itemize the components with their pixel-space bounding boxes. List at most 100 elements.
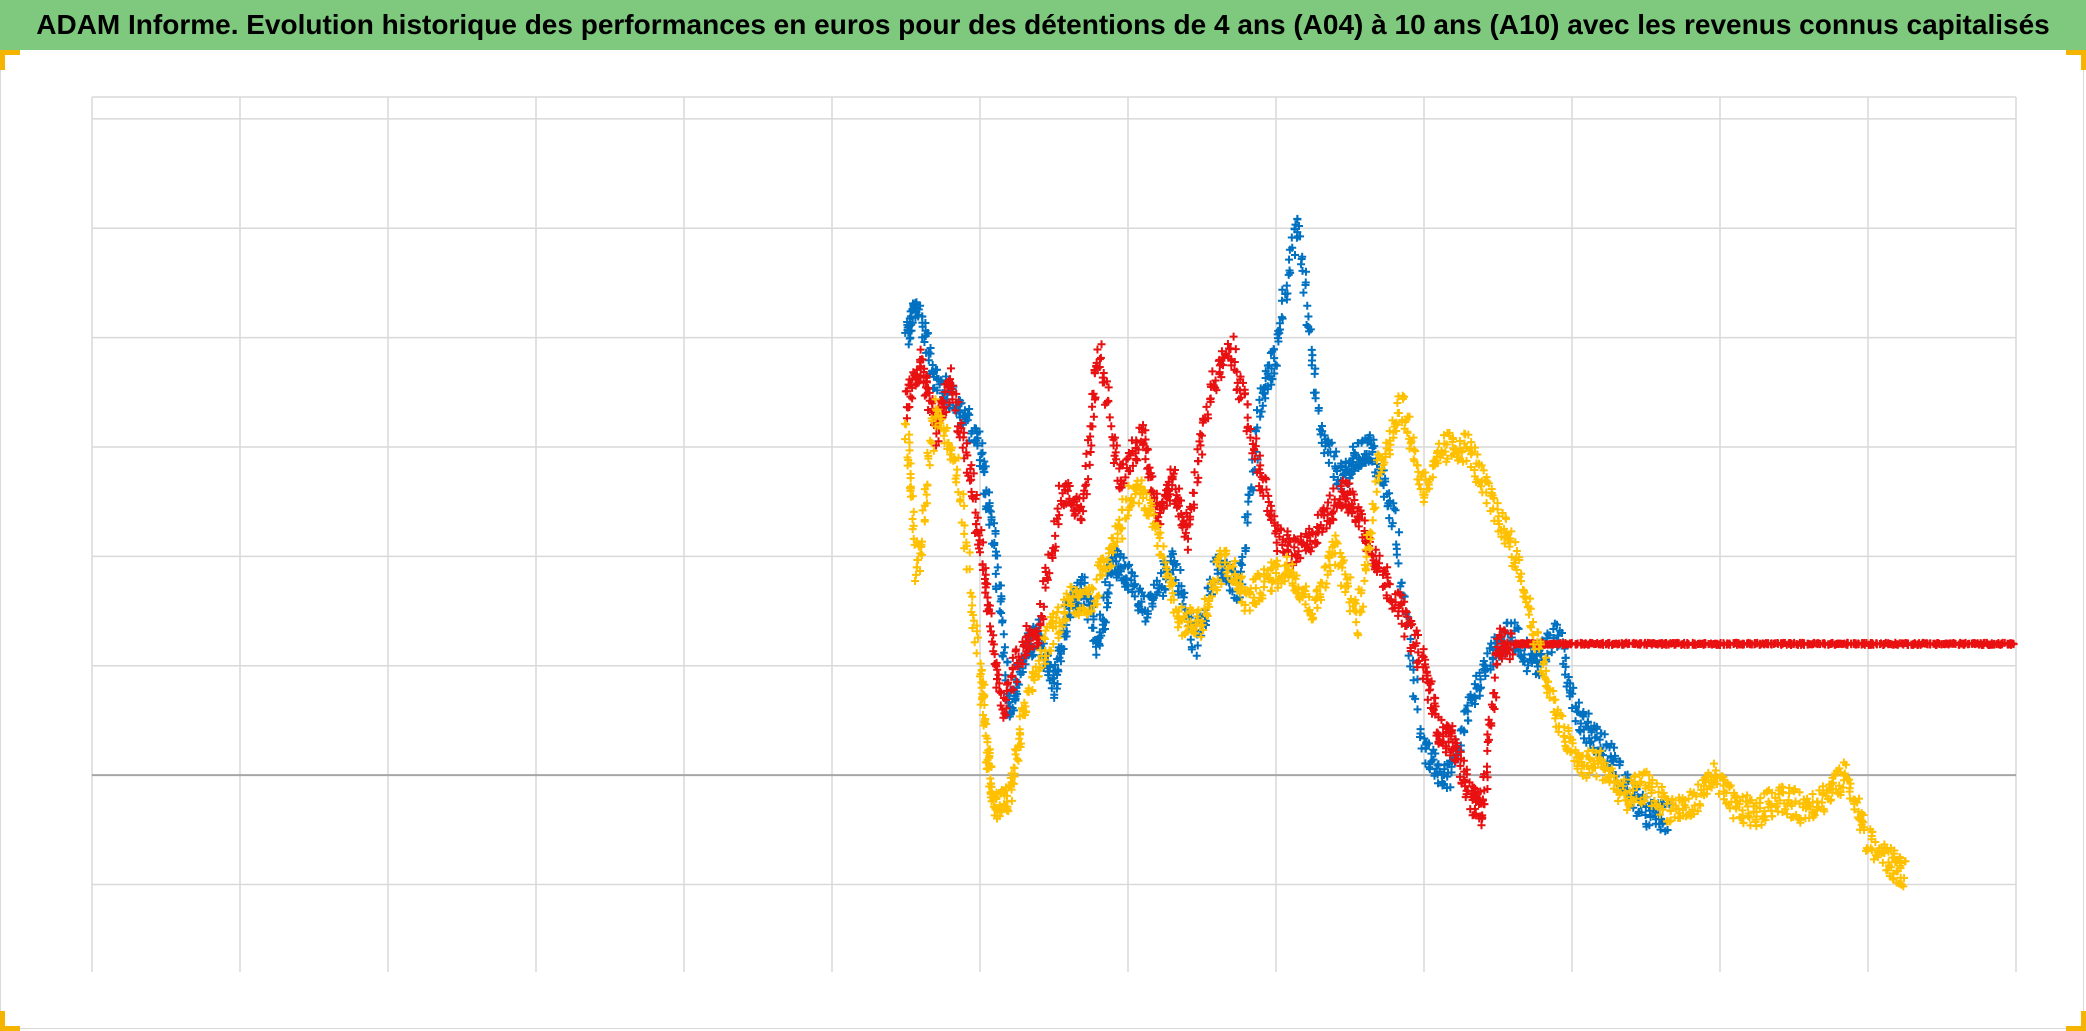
data-point <box>1095 641 1104 650</box>
data-point <box>1273 546 1282 555</box>
data-point <box>1587 737 1596 746</box>
data-point <box>1255 451 1264 460</box>
data-point <box>1556 710 1565 719</box>
data-point <box>1292 571 1301 580</box>
data-point <box>1880 840 1889 849</box>
data-point <box>1393 399 1402 408</box>
data-point <box>1231 345 1240 354</box>
data-point <box>1009 779 1018 788</box>
data-point <box>1458 446 1467 455</box>
data-point <box>1371 503 1380 512</box>
data-point <box>929 446 938 455</box>
data-point <box>1441 748 1450 757</box>
data-point <box>1282 552 1291 561</box>
data-point <box>1278 314 1287 323</box>
data-point <box>1256 468 1265 477</box>
data-point <box>1305 327 1314 336</box>
data-point <box>1900 874 1909 883</box>
data-point <box>1313 603 1322 612</box>
data-point <box>1008 663 1017 672</box>
data-point <box>1169 469 1178 478</box>
data-point <box>1666 816 1675 825</box>
data-point <box>1089 612 1098 621</box>
data-point <box>1225 344 1234 353</box>
data-point <box>1514 624 1523 633</box>
data-point <box>956 495 965 504</box>
data-point <box>1408 620 1417 629</box>
data-point <box>1208 592 1217 601</box>
data-point <box>1092 650 1101 659</box>
data-point <box>983 593 992 602</box>
data-point <box>1239 378 1248 387</box>
data-point <box>1535 644 1544 653</box>
data-point <box>1008 671 1017 680</box>
data-point <box>985 745 994 754</box>
data-point <box>1386 595 1395 604</box>
data-point <box>1296 232 1305 241</box>
data-point <box>1493 643 1502 652</box>
data-point <box>1430 699 1439 708</box>
data-point <box>1611 751 1620 760</box>
data-point <box>1111 448 1120 457</box>
data-point <box>1478 813 1487 822</box>
data-point <box>1229 332 1238 341</box>
data-point <box>952 478 961 487</box>
data-point <box>1632 782 1641 791</box>
data-point <box>931 395 940 404</box>
data-point <box>965 410 974 419</box>
data-point <box>1093 345 1102 354</box>
data-point <box>1409 455 1418 464</box>
data-point <box>1726 781 1735 790</box>
data-point <box>1079 507 1088 516</box>
data-point <box>1529 640 1538 649</box>
data-point <box>1501 513 1510 522</box>
data-point <box>1344 582 1353 591</box>
data-point <box>1477 683 1486 692</box>
data-point <box>1095 363 1104 372</box>
data-point <box>1144 511 1153 520</box>
data-point <box>1896 853 1905 862</box>
data-point <box>1394 409 1403 418</box>
data-point <box>1109 459 1118 468</box>
data-point <box>1887 863 1896 872</box>
data-point <box>1103 603 1112 612</box>
data-point <box>920 364 929 373</box>
data-point <box>1867 845 1876 854</box>
data-point <box>1796 818 1805 827</box>
data-point <box>1645 771 1654 780</box>
data-point <box>1170 466 1179 475</box>
corner-mark-tl-v <box>0 50 5 70</box>
data-point <box>1087 441 1096 450</box>
data-point <box>1256 412 1265 421</box>
data-point <box>1186 635 1195 644</box>
data-point <box>1000 643 1009 652</box>
data-point <box>1045 569 1054 578</box>
data-point <box>1119 479 1128 488</box>
data-point <box>1362 552 1371 561</box>
data-point <box>1406 635 1415 644</box>
data-point <box>926 436 935 445</box>
data-point <box>980 457 989 466</box>
data-point <box>2009 640 2018 649</box>
data-point <box>1333 539 1342 548</box>
data-point <box>1203 410 1212 419</box>
data-point <box>904 456 913 465</box>
data-point <box>996 688 1005 697</box>
data-point <box>1139 421 1148 430</box>
data-point <box>928 416 937 425</box>
data-point <box>972 649 981 658</box>
data-point <box>1283 546 1292 555</box>
data-point <box>1082 449 1091 458</box>
data-point <box>1003 791 1012 800</box>
data-point <box>1693 807 1702 816</box>
data-point <box>1103 555 1112 564</box>
data-point <box>1507 527 1516 536</box>
data-point <box>958 443 967 452</box>
data-point <box>1198 620 1207 629</box>
data-point <box>928 360 937 369</box>
data-point <box>1745 813 1754 822</box>
data-point <box>1587 728 1596 737</box>
data-point <box>1303 301 1312 310</box>
data-point <box>1124 585 1133 594</box>
data-point <box>1143 607 1152 616</box>
